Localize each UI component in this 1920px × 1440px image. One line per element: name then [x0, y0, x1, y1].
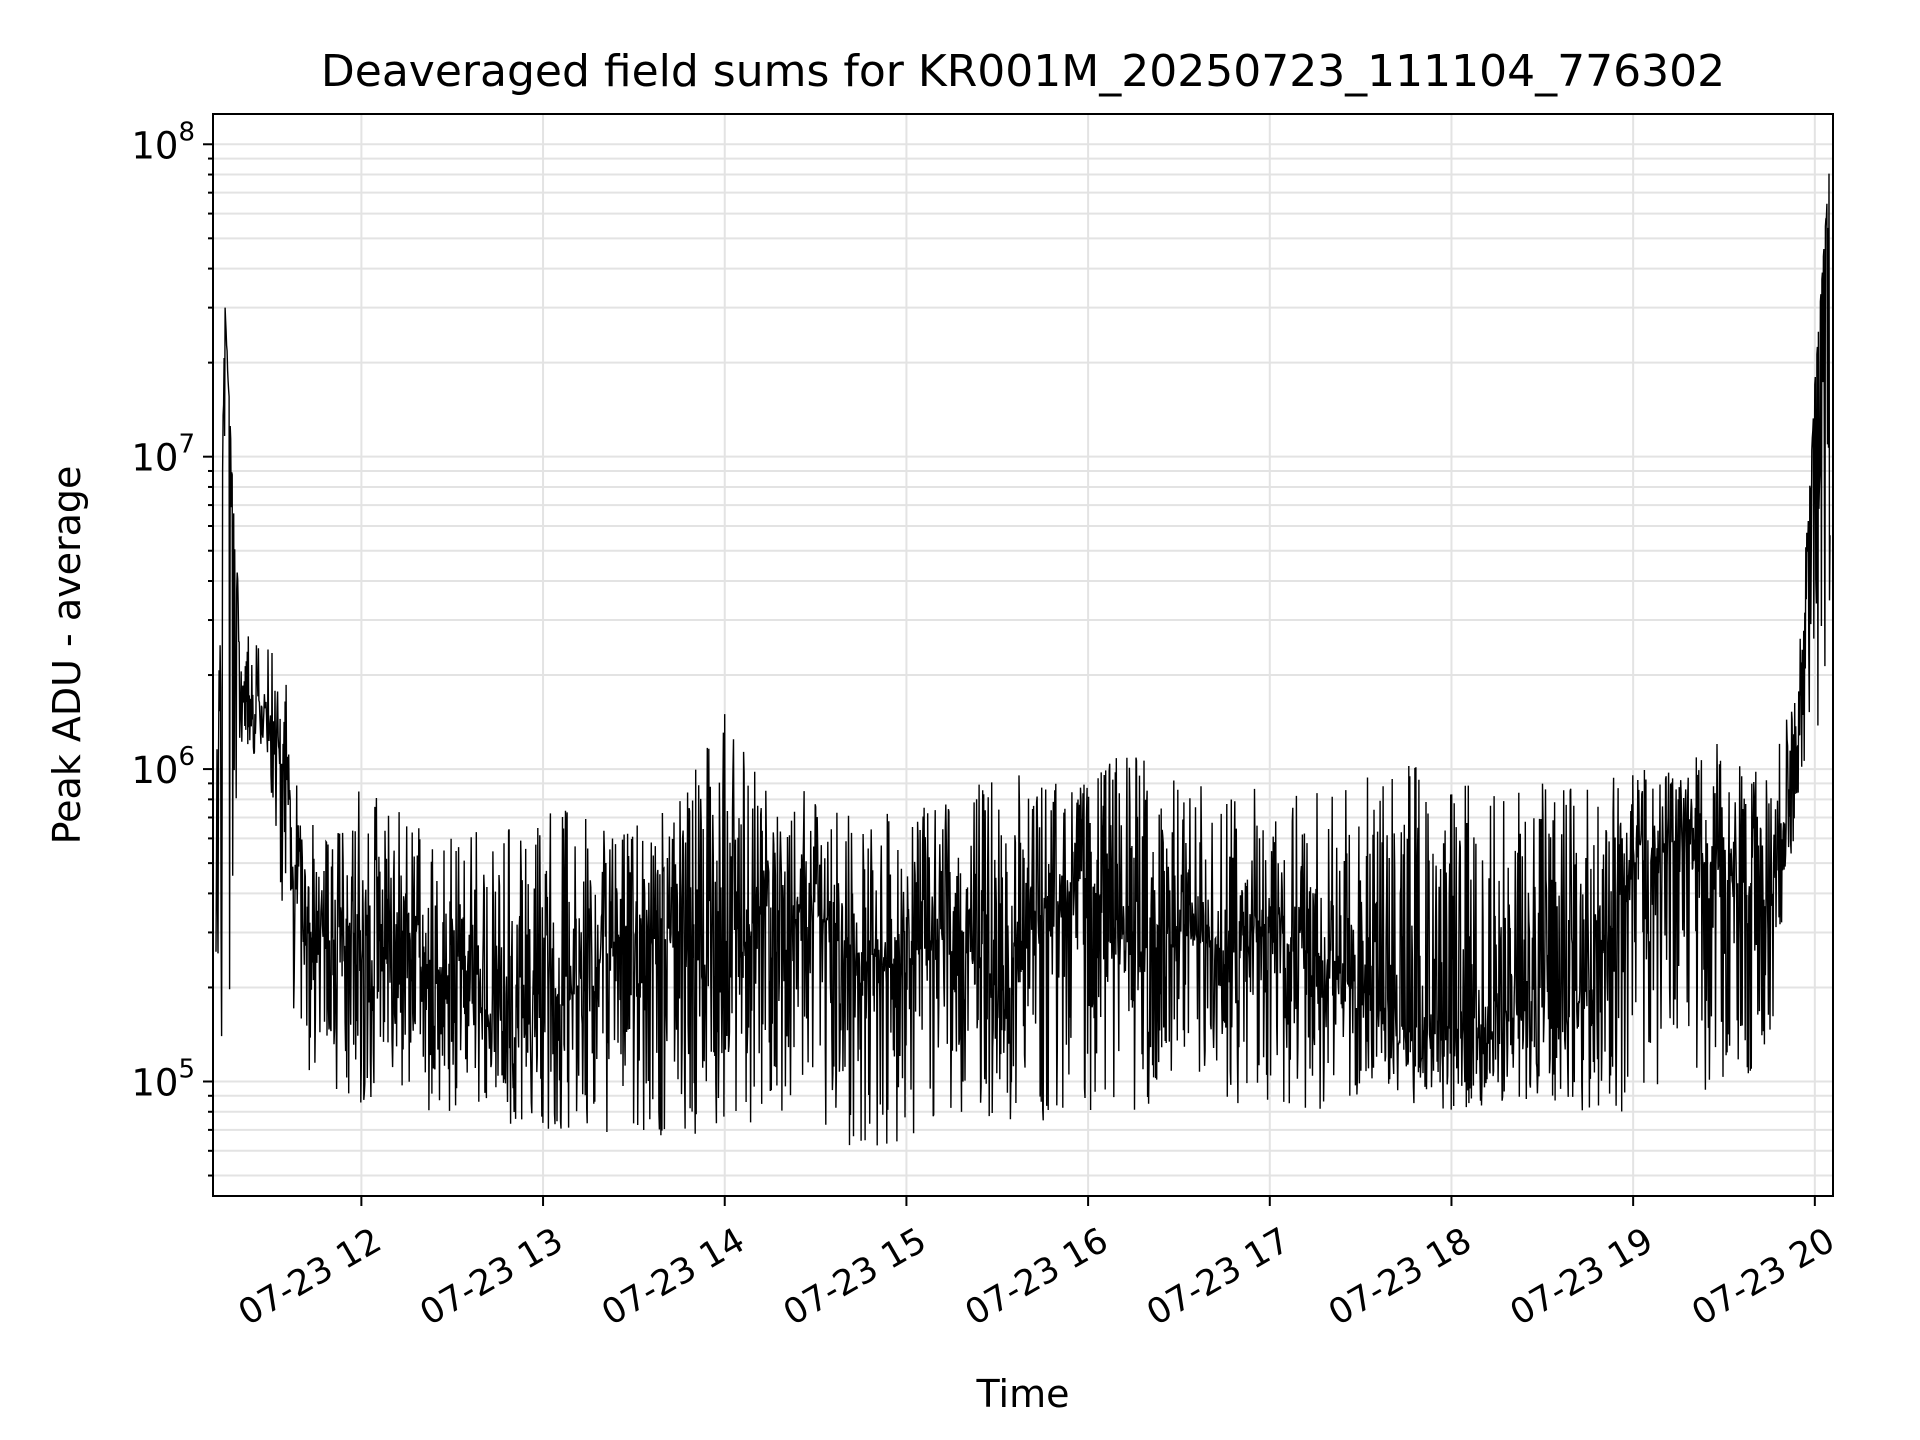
y-tick-label: 105	[131, 1054, 195, 1104]
y-tick-label: 107	[131, 430, 195, 480]
plot-area-frame	[212, 113, 1834, 1197]
y-tick-label: 108	[131, 117, 195, 167]
x-axis-label: Time	[976, 1372, 1070, 1416]
y-tick-label: 106	[131, 742, 195, 792]
series-line-path	[215, 173, 1831, 1146]
chart-title: Deaveraged field sums for KR001M_2025072…	[321, 46, 1725, 97]
y-axis-label: Peak ADU - average	[45, 466, 89, 845]
series-line	[215, 173, 1831, 1146]
